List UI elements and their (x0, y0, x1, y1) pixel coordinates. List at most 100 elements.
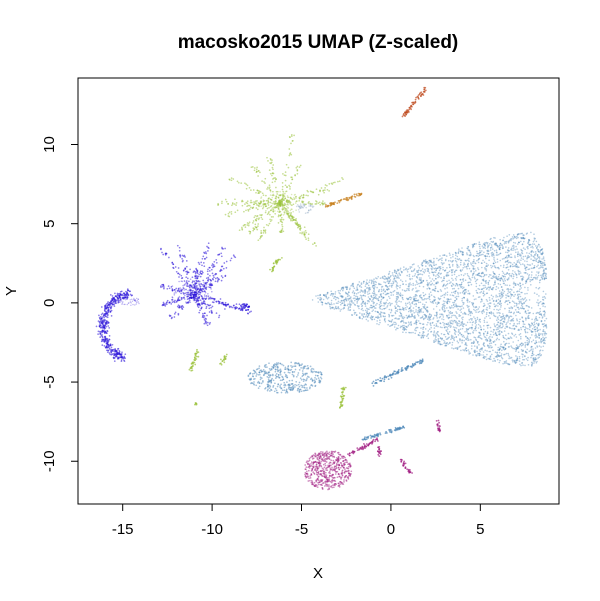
data-point (430, 264, 432, 267)
data-point (352, 283, 354, 286)
data-point (495, 243, 497, 245)
data-point (496, 337, 499, 340)
data-point (357, 298, 360, 300)
data-point (420, 327, 422, 329)
data-point (494, 305, 497, 308)
data-point (516, 235, 518, 238)
data-point (485, 265, 487, 268)
data-point (222, 248, 224, 250)
data-point (272, 379, 275, 382)
data-point (321, 301, 323, 303)
data-point (420, 269, 423, 272)
data-point (272, 386, 274, 388)
data-point (506, 263, 508, 266)
data-point (498, 355, 501, 358)
data-point (424, 328, 427, 330)
data-point (536, 330, 539, 333)
data-point (483, 274, 486, 277)
data-point (214, 277, 217, 280)
data-point (456, 255, 459, 258)
data-point (524, 355, 526, 357)
data-point (421, 297, 423, 300)
data-point (330, 302, 333, 304)
data-point (350, 285, 352, 287)
data-point (493, 256, 495, 259)
data-point (408, 308, 410, 310)
data-point (468, 319, 471, 321)
data-point (487, 245, 490, 248)
data-point (381, 275, 384, 278)
data-point (203, 302, 206, 305)
data-point (505, 294, 507, 296)
data-point (502, 315, 505, 318)
data-point (337, 300, 340, 303)
data-point (181, 254, 184, 257)
data-point (195, 289, 198, 292)
data-point (213, 260, 216, 263)
data-point (472, 272, 475, 275)
data-point (372, 380, 375, 383)
data-point (279, 370, 282, 372)
data-point (468, 284, 470, 287)
data-point (224, 301, 227, 304)
data-point (541, 278, 543, 280)
data-point (459, 261, 462, 264)
data-point (486, 339, 489, 341)
data-point (370, 317, 372, 320)
data-point (524, 310, 527, 313)
data-point (508, 239, 511, 242)
data-point (528, 268, 531, 270)
data-point (398, 272, 401, 275)
data-point (420, 294, 422, 296)
data-point (480, 326, 482, 329)
data-point (508, 326, 511, 329)
data-point (479, 325, 481, 327)
data-point (484, 330, 487, 333)
data-point (538, 356, 540, 359)
data-point (491, 298, 494, 300)
data-point (522, 350, 524, 352)
data-point (275, 373, 278, 375)
data-point (483, 325, 485, 327)
data-point (471, 345, 473, 347)
data-point (491, 287, 494, 289)
data-point (486, 353, 488, 356)
data-point (509, 357, 512, 359)
data-point (437, 302, 440, 304)
data-point (535, 286, 537, 289)
data-point (462, 325, 465, 328)
data-point (426, 334, 429, 336)
data-point (424, 293, 427, 296)
data-point (385, 376, 388, 378)
data-point (442, 321, 444, 324)
data-point (369, 316, 372, 319)
data-point (371, 280, 373, 283)
data-point (368, 312, 371, 315)
data-point (514, 256, 516, 259)
data-point (404, 322, 407, 324)
data-point (488, 315, 490, 317)
data-point (473, 272, 475, 275)
data-point (277, 374, 280, 376)
data-point (486, 265, 488, 268)
data-point (476, 252, 479, 255)
data-point (403, 329, 406, 331)
data-point (454, 271, 456, 273)
data-point (507, 261, 510, 264)
data-point (443, 277, 446, 280)
data-point (132, 299, 135, 301)
data-point (523, 302, 525, 305)
data-point (459, 305, 462, 308)
data-point (490, 311, 493, 314)
data-point (479, 318, 481, 321)
data-point (202, 312, 204, 315)
data-point (321, 303, 324, 306)
data-point (457, 250, 460, 252)
data-point (313, 379, 316, 382)
data-point (530, 322, 533, 324)
data-point (518, 355, 521, 358)
data-point (467, 274, 469, 277)
data-point (456, 321, 458, 324)
data-point (445, 283, 448, 286)
data-point (256, 368, 259, 370)
